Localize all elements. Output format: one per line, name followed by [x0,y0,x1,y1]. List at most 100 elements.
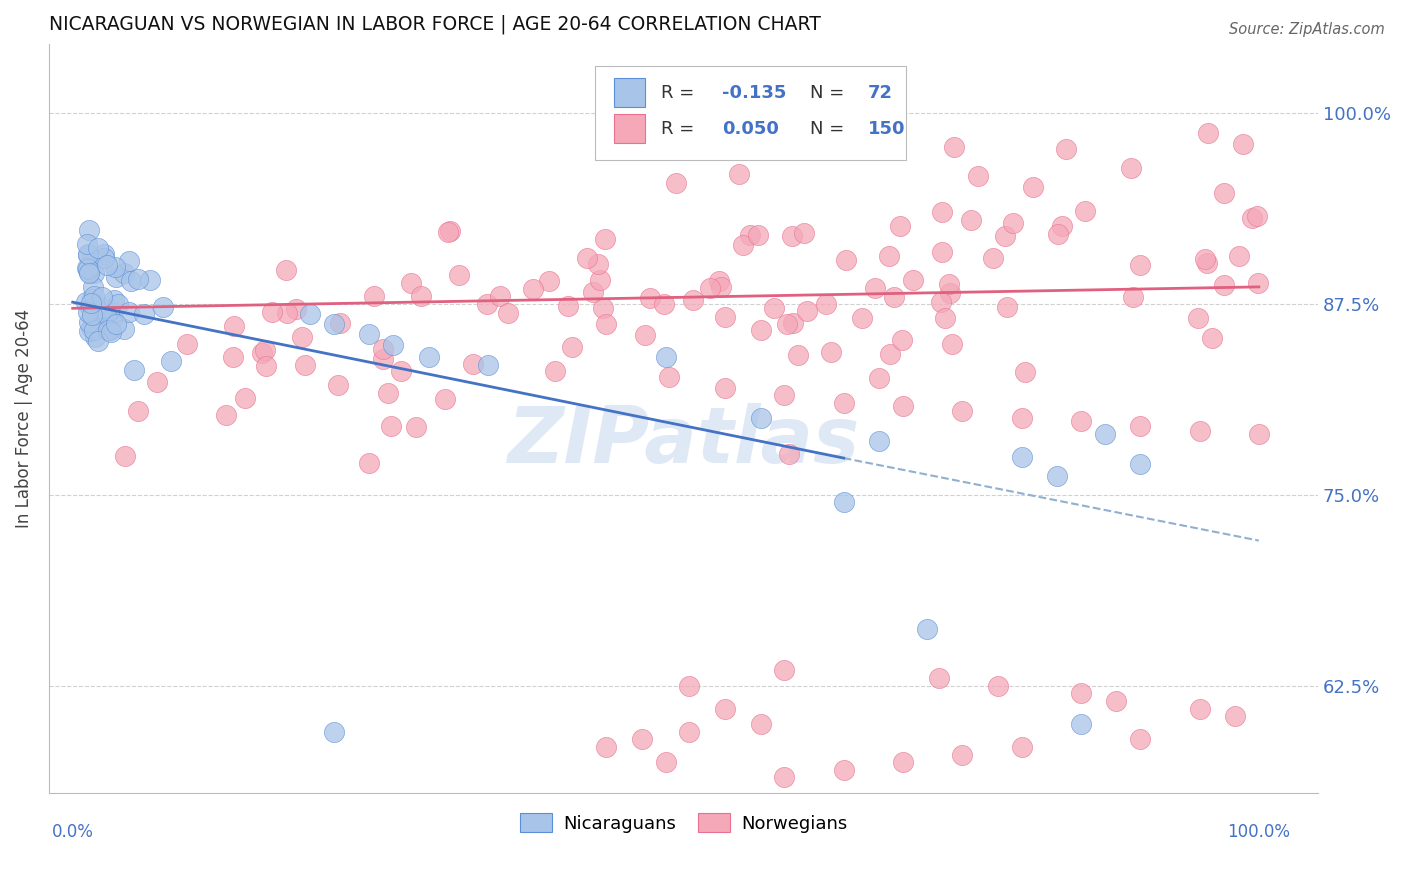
Point [104,317,127,331]
Point [82,252,104,266]
Point [941,337,963,351]
Point [77,265,100,279]
Point [538,274,561,288]
Point [575,251,598,265]
Point [1129,419,1152,434]
Point [77,247,100,261]
Point [1050,219,1073,233]
Point [222,351,245,365]
Point [357,456,380,470]
Point [94,309,117,323]
Point [1011,411,1033,425]
Point [1232,136,1254,151]
Point [77,305,100,319]
Point [994,228,1017,243]
Point [401,276,423,290]
Point [931,245,953,260]
Text: Source: ZipAtlas.com: Source: ZipAtlas.com [1229,22,1385,37]
Point [749,411,772,425]
Point [1070,686,1092,700]
Point [773,664,796,678]
Point [291,330,314,344]
Point [782,316,804,330]
Point [87,334,110,349]
Text: 100.0%: 100.0% [1227,823,1291,841]
Point [107,297,129,311]
Point [112,322,135,336]
Point [1246,209,1268,223]
Point [91,315,114,329]
Point [82,308,104,322]
Point [371,343,394,357]
Point [749,717,772,731]
Point [778,447,800,461]
Point [1014,365,1036,379]
Point [326,378,349,392]
Point [1011,739,1033,754]
Point [93,252,115,266]
Point [159,354,181,368]
Point [90,290,112,304]
Point [868,434,890,449]
Point [877,249,900,263]
Point [496,306,519,320]
Point [322,317,344,331]
Point [1240,211,1263,226]
Point [820,344,842,359]
Point [76,247,98,261]
Point [381,338,404,352]
Point [488,289,510,303]
Legend: Nicaraguans, Norwegians: Nicaraguans, Norwegians [513,806,855,840]
FancyBboxPatch shape [614,114,645,143]
Point [588,257,610,271]
Point [787,348,810,362]
Point [104,260,127,274]
Point [80,302,103,317]
Point [733,237,755,252]
Point [475,296,498,310]
Point [1074,203,1097,218]
Point [1197,256,1219,270]
Point [891,333,914,347]
Point [97,323,120,337]
Point [877,120,900,135]
Text: N =: N = [810,84,851,102]
Point [477,358,499,372]
Point [749,323,772,337]
Point [83,288,105,302]
Point [776,317,799,331]
Point [1188,702,1211,716]
Point [253,343,276,358]
Point [434,392,457,406]
Point [891,755,914,769]
Point [1070,717,1092,731]
Point [814,297,837,311]
Point [1247,426,1270,441]
Point [224,319,246,334]
Point [950,403,973,417]
Point [118,305,141,319]
Point [942,139,965,153]
Point [581,285,603,299]
Point [389,364,412,378]
Point [665,176,688,190]
Point [411,289,433,303]
Point [1122,290,1144,304]
Point [891,399,914,413]
Point [631,732,654,747]
Point [634,327,657,342]
Point [915,622,938,636]
Point [595,317,617,331]
Point [83,323,105,337]
Point [1223,709,1246,723]
Point [561,340,583,354]
Point [981,251,1004,265]
Point [950,747,973,762]
FancyBboxPatch shape [614,78,645,107]
Point [134,307,156,321]
Point [1121,161,1143,176]
Point [1129,258,1152,272]
Point [96,258,118,272]
Point [728,167,751,181]
Point [868,371,890,385]
